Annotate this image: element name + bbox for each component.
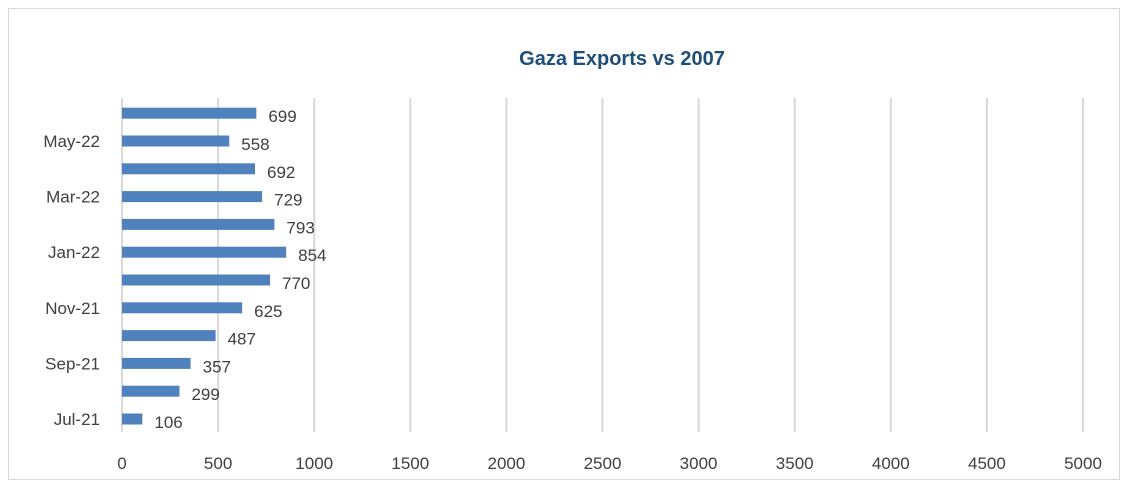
data-label: 729 [274, 191, 302, 210]
value-axis-labels: 0 500 1000 1500 2000 2500 3000 3500 4000 4500 5000 [117, 454, 1102, 473]
bar [122, 218, 275, 230]
bar [122, 163, 256, 175]
bar [122, 107, 257, 119]
chart-frame [8, 8, 1120, 480]
data-label: 793 [286, 218, 314, 237]
x-tick-label: 4000 [872, 454, 910, 473]
category-axis-labels: Jul-21 Sep-21 Nov-21 Jan-22 Mar-22 May-22 [43, 132, 100, 429]
y-tick-label: Jul-21 [54, 410, 100, 429]
y-tick-label: Sep-21 [45, 354, 100, 373]
data-label: 487 [228, 330, 256, 349]
x-tick-label: 1000 [295, 454, 333, 473]
x-tick-label: 4500 [968, 454, 1006, 473]
y-tick-label: May-22 [43, 132, 100, 151]
bar [122, 135, 230, 147]
y-tick-label: Mar-22 [46, 188, 100, 207]
data-label: 357 [203, 357, 231, 376]
bar [122, 385, 180, 397]
x-tick-label: 2500 [584, 454, 622, 473]
data-label: 106 [154, 413, 182, 432]
gridlines [121, 98, 1084, 432]
x-tick-label: 0 [117, 454, 126, 473]
bar [122, 302, 243, 314]
x-tick-label: 5000 [1064, 454, 1102, 473]
bar [122, 191, 263, 203]
x-tick-label: 500 [204, 454, 232, 473]
bar [122, 274, 270, 286]
bars [122, 107, 287, 425]
y-tick-label: Nov-21 [45, 299, 100, 318]
x-tick-label: 3000 [680, 454, 718, 473]
x-tick-label: 1500 [391, 454, 429, 473]
data-label: 299 [191, 385, 219, 404]
data-label: 625 [254, 302, 282, 321]
x-tick-label: 2000 [487, 454, 525, 473]
x-tick-label: 3500 [776, 454, 814, 473]
data-label: 558 [241, 135, 269, 154]
data-label: 699 [268, 107, 296, 126]
data-label: 770 [282, 274, 310, 293]
data-label: 854 [298, 246, 326, 265]
y-tick-label: Jan-22 [48, 243, 100, 262]
bar [122, 413, 143, 425]
chart-title: Gaza Exports vs 2007 [519, 48, 725, 70]
data-label: 692 [267, 163, 295, 182]
bar [122, 330, 216, 342]
bar [122, 246, 287, 258]
bar [122, 357, 191, 369]
